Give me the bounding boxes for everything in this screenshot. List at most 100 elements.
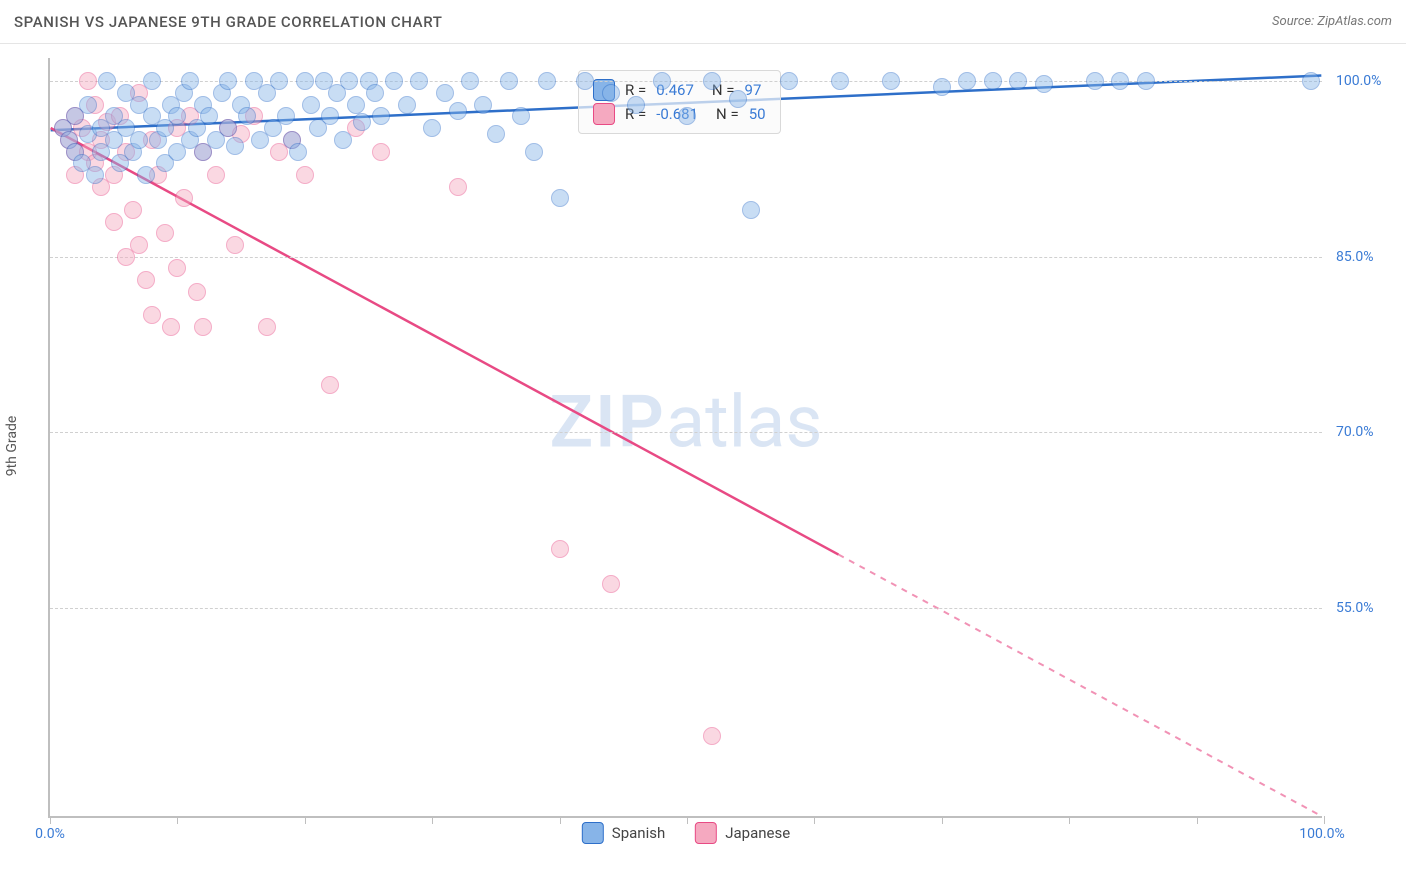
data-point	[137, 271, 155, 289]
x-tick	[177, 816, 178, 824]
data-point	[219, 72, 237, 90]
data-point	[436, 84, 454, 102]
plot-inner: ZIPatlas R = 0.467 N = 97 R = -0.681 N =…	[48, 58, 1322, 818]
data-point	[105, 213, 123, 231]
x-tick	[1324, 816, 1325, 824]
data-point	[423, 119, 441, 137]
data-point	[296, 166, 314, 184]
gridline	[50, 608, 1322, 609]
legend-swatch-japanese	[593, 103, 615, 125]
legend-item-japanese: Japanese	[695, 822, 790, 844]
x-tick	[1069, 816, 1070, 824]
data-point	[79, 72, 97, 90]
x-tick	[687, 816, 688, 824]
legend-label-spanish: Spanish	[612, 824, 665, 842]
data-point	[500, 72, 518, 90]
x-tick	[942, 816, 943, 824]
data-point	[130, 236, 148, 254]
data-point	[289, 143, 307, 161]
y-tick-label: 85.0%	[1336, 249, 1396, 265]
legend-swatch-japanese	[695, 822, 717, 844]
data-point	[98, 72, 116, 90]
x-tick	[432, 816, 433, 824]
data-point	[984, 72, 1002, 90]
data-point	[512, 107, 530, 125]
legend-item-spanish: Spanish	[582, 822, 665, 844]
x-tick	[305, 816, 306, 824]
data-point	[334, 131, 352, 149]
legend-label-japanese: Japanese	[725, 824, 790, 842]
data-point	[461, 72, 479, 90]
data-point	[449, 102, 467, 120]
data-point	[525, 143, 543, 161]
data-point	[321, 376, 339, 394]
data-point	[175, 189, 193, 207]
data-point	[487, 125, 505, 143]
source-label: Source: ZipAtlas.com	[1272, 14, 1392, 29]
series-legend: Spanish Japanese	[582, 822, 790, 844]
y-tick-label: 70.0%	[1336, 424, 1396, 440]
data-point	[602, 575, 620, 593]
header-bar: SPANISH VS JAPANESE 9TH GRADE CORRELATIO…	[0, 0, 1406, 44]
data-point	[1302, 72, 1320, 90]
data-point	[207, 166, 225, 184]
data-point	[137, 166, 155, 184]
data-point	[1035, 75, 1053, 93]
plot-area: ZIPatlas R = 0.467 N = 97 R = -0.681 N =…	[48, 44, 1366, 834]
data-point	[156, 224, 174, 242]
data-point	[181, 72, 199, 90]
data-point	[130, 131, 148, 149]
data-point	[1086, 72, 1104, 90]
data-point	[882, 72, 900, 90]
data-point	[602, 84, 620, 102]
watermark-zip: ZIP	[549, 379, 665, 464]
x-tick	[1197, 816, 1198, 824]
data-point	[703, 727, 721, 745]
data-point	[1111, 72, 1129, 90]
data-point	[258, 318, 276, 336]
data-point	[321, 107, 339, 125]
y-tick-label: 100.0%	[1336, 73, 1396, 89]
data-point	[143, 72, 161, 90]
regression-lines	[50, 58, 1322, 816]
watermark: ZIPatlas	[549, 379, 822, 464]
data-point	[340, 72, 358, 90]
data-point	[474, 96, 492, 114]
data-point	[933, 78, 951, 96]
data-point	[353, 113, 371, 131]
data-point	[86, 166, 104, 184]
data-point	[366, 84, 384, 102]
data-point	[627, 96, 645, 114]
data-point	[200, 107, 218, 125]
x-tick	[560, 816, 561, 824]
y-axis-label: 9th Grade	[4, 416, 20, 477]
data-point	[551, 540, 569, 558]
data-point	[79, 96, 97, 114]
gridline	[50, 432, 1322, 433]
data-point	[162, 318, 180, 336]
data-point	[449, 178, 467, 196]
legend-n-value-japanese: 50	[749, 105, 766, 123]
data-point	[958, 72, 976, 90]
data-point	[385, 72, 403, 90]
data-point	[551, 189, 569, 207]
y-tick-label: 55.0%	[1336, 600, 1396, 616]
data-point	[653, 72, 671, 90]
correlation-legend-box: R = 0.467 N = 97 R = -0.681 N = 50	[578, 70, 781, 134]
data-point	[347, 96, 365, 114]
data-point	[410, 72, 428, 90]
data-point	[168, 259, 186, 277]
gridline	[50, 257, 1322, 258]
x-tick	[50, 816, 51, 824]
data-point	[372, 107, 390, 125]
data-point	[831, 72, 849, 90]
data-point	[226, 236, 244, 254]
data-point	[270, 72, 288, 90]
data-point	[1009, 72, 1027, 90]
gridline	[50, 81, 1322, 82]
data-point	[188, 283, 206, 301]
data-point	[296, 72, 314, 90]
data-point	[372, 143, 390, 161]
data-point	[194, 318, 212, 336]
data-point	[226, 137, 244, 155]
